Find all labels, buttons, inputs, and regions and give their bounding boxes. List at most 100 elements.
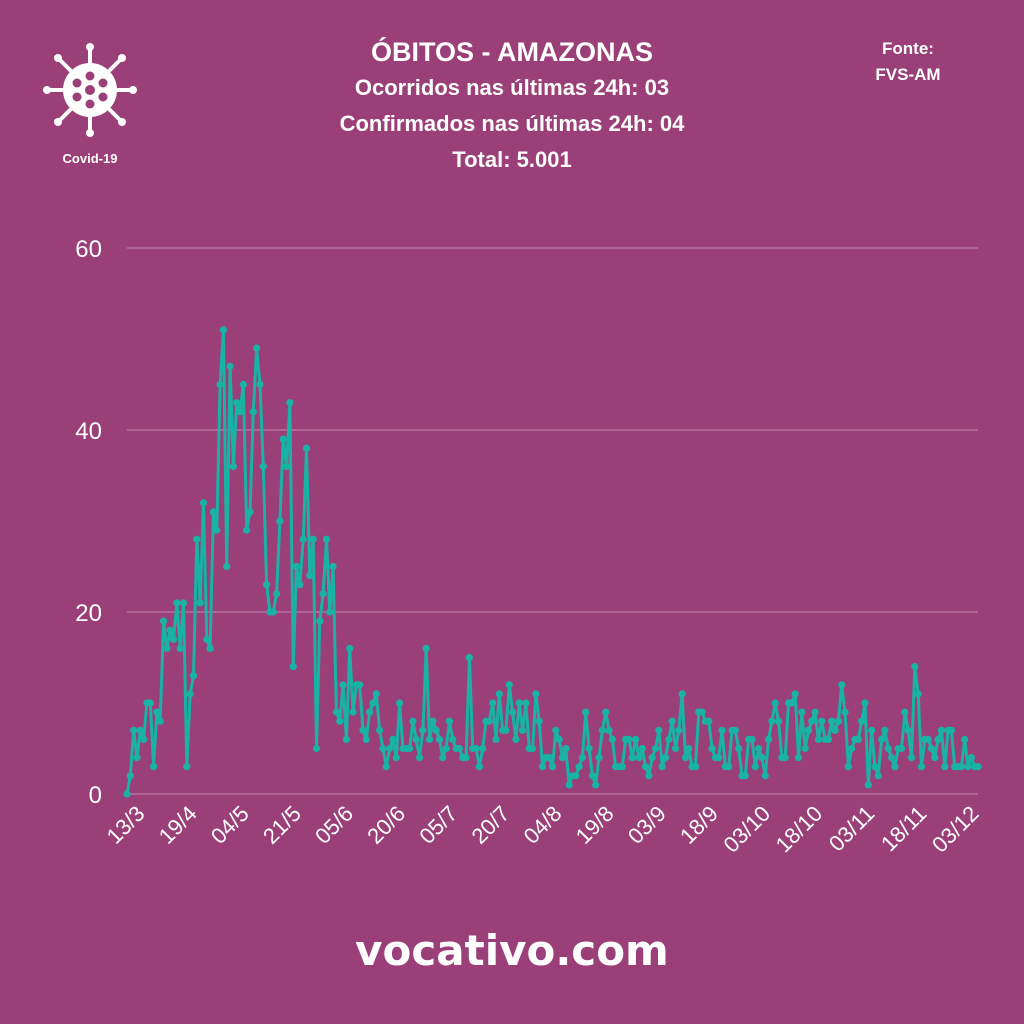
source-note: Fonte: FVS-AM (858, 36, 958, 88)
covid-logo: Covid-19 (40, 40, 140, 166)
data-point (159, 617, 168, 625)
data-point (229, 462, 237, 470)
data-point (140, 735, 148, 744)
data-point (395, 699, 404, 707)
data-point (871, 763, 879, 771)
logo-caption: Covid-19 (62, 151, 118, 166)
data-point (518, 726, 527, 734)
data-point (326, 608, 334, 616)
data-point (907, 754, 916, 762)
data-point (555, 735, 563, 744)
data-point (635, 754, 643, 762)
data-point (342, 735, 350, 744)
data-point (638, 744, 646, 753)
data-point (512, 735, 520, 744)
data-point (934, 735, 942, 744)
data-point (156, 717, 164, 725)
data-point (838, 681, 846, 689)
source-label: Fonte: (882, 39, 934, 58)
data-point (183, 763, 191, 771)
data-point (877, 735, 886, 744)
data-point (957, 763, 965, 771)
data-point (219, 326, 228, 334)
data-point (974, 763, 982, 771)
data-point (628, 754, 636, 762)
data-point (199, 499, 208, 507)
data-point (253, 344, 261, 352)
data-point (874, 772, 882, 780)
data-point (193, 535, 201, 543)
data-point (515, 699, 523, 707)
data-point (249, 408, 257, 416)
data-point (302, 444, 311, 452)
x-tick-label: 05/6 (310, 801, 358, 849)
data-point (864, 781, 872, 789)
data-point (296, 581, 304, 589)
data-point (435, 735, 444, 744)
data-point (382, 763, 390, 771)
data-point (552, 726, 560, 734)
data-point (774, 717, 783, 725)
data-point (409, 717, 417, 725)
data-point (366, 708, 374, 716)
data-point (917, 763, 926, 771)
data-point (319, 590, 327, 598)
data-point (362, 735, 370, 744)
data-point (675, 726, 683, 734)
data-point (272, 590, 281, 598)
occurred-24h: Ocorridos nas últimas 24h: 03 (354, 75, 670, 100)
data-point (834, 717, 842, 725)
data-point (881, 726, 889, 734)
data-point (485, 717, 493, 725)
data-point (322, 535, 331, 543)
data-point (598, 726, 606, 734)
y-tick-label: 40 (75, 418, 102, 445)
data-point (648, 754, 656, 762)
x-tick-label: 04/5 (206, 801, 254, 849)
data-point (369, 699, 377, 707)
data-point (136, 726, 144, 734)
x-tick-label: 03/10 (718, 801, 775, 858)
data-point (412, 735, 420, 744)
data-point (868, 726, 876, 734)
data-point (691, 763, 700, 771)
data-point (741, 772, 749, 780)
data-point (718, 726, 726, 734)
data-point (708, 744, 716, 753)
data-point (545, 754, 553, 762)
x-tick-label: 13/3 (102, 801, 150, 849)
data-point (562, 744, 570, 753)
data-point (312, 744, 321, 753)
data-point (848, 744, 856, 753)
data-point (768, 717, 776, 725)
data-point (931, 754, 939, 762)
data-point (429, 717, 437, 725)
data-point (967, 754, 975, 762)
data-point (332, 708, 341, 716)
data-point (256, 380, 264, 389)
data-point (735, 744, 743, 753)
data-point (472, 744, 480, 753)
data-point (535, 717, 543, 725)
data-point (286, 399, 294, 407)
data-point (681, 754, 690, 762)
y-tick-label: 60 (75, 236, 102, 263)
data-point (186, 690, 194, 698)
source-value: FVS-AM (875, 65, 941, 84)
data-point (585, 744, 593, 753)
x-tick-label: 05/7 (414, 801, 462, 849)
site-footer: vocativo.com (355, 926, 669, 975)
data-point (608, 735, 616, 744)
data-point (582, 708, 590, 716)
x-tick-label: 18/10 (771, 801, 828, 858)
data-point (605, 726, 613, 734)
data-point (671, 744, 680, 753)
data-point (123, 790, 131, 798)
data-point (422, 644, 430, 653)
data-point (651, 744, 660, 753)
data-point (748, 735, 756, 744)
data-point (130, 726, 138, 734)
data-point (339, 681, 347, 689)
data-point (386, 744, 394, 753)
data-point (788, 699, 796, 707)
